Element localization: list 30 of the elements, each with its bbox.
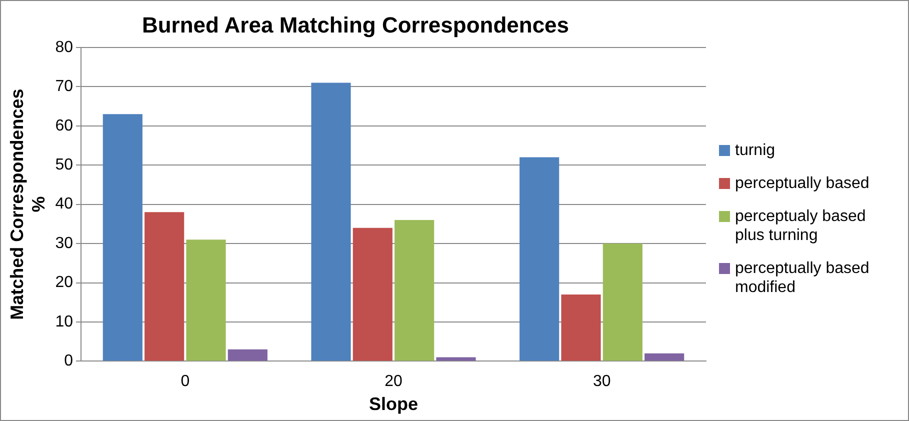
x-tick-label: 0 [180, 373, 190, 390]
y-tick-label: 10 [55, 313, 74, 330]
y-tick-label: 20 [55, 274, 74, 292]
y-tick-label: 60 [55, 117, 74, 134]
x-tick-label: 20 [384, 373, 402, 390]
bar [186, 240, 226, 361]
x-axis-title: Slope [368, 394, 418, 414]
bar [352, 228, 392, 361]
y-tick-label: 50 [55, 156, 74, 174]
bar [228, 349, 268, 361]
legend-label: perceptualy based plus turning [735, 207, 867, 245]
bar [520, 157, 560, 361]
bar [602, 244, 642, 361]
y-tick-label: 30 [55, 234, 74, 252]
y-axis-title: Matched Correspondences % [6, 88, 48, 320]
y-tick-label: 80 [55, 38, 74, 56]
y-tick-label: 70 [55, 78, 74, 96]
y-tick-label: 40 [55, 196, 74, 213]
legend-label: perceptually based modified [735, 259, 870, 297]
x-tick-label: 30 [592, 373, 611, 390]
bar [644, 353, 684, 361]
bar [311, 82, 351, 361]
bar [394, 220, 434, 361]
chart-title: Burned Area Matching Correspondences [142, 12, 570, 38]
legend-label: perceptually based [735, 174, 870, 193]
bar [144, 212, 184, 361]
bar [561, 294, 601, 361]
bar [102, 114, 142, 361]
legend-label: turnig [735, 141, 776, 160]
y-tick-label: 0 [64, 352, 74, 370]
